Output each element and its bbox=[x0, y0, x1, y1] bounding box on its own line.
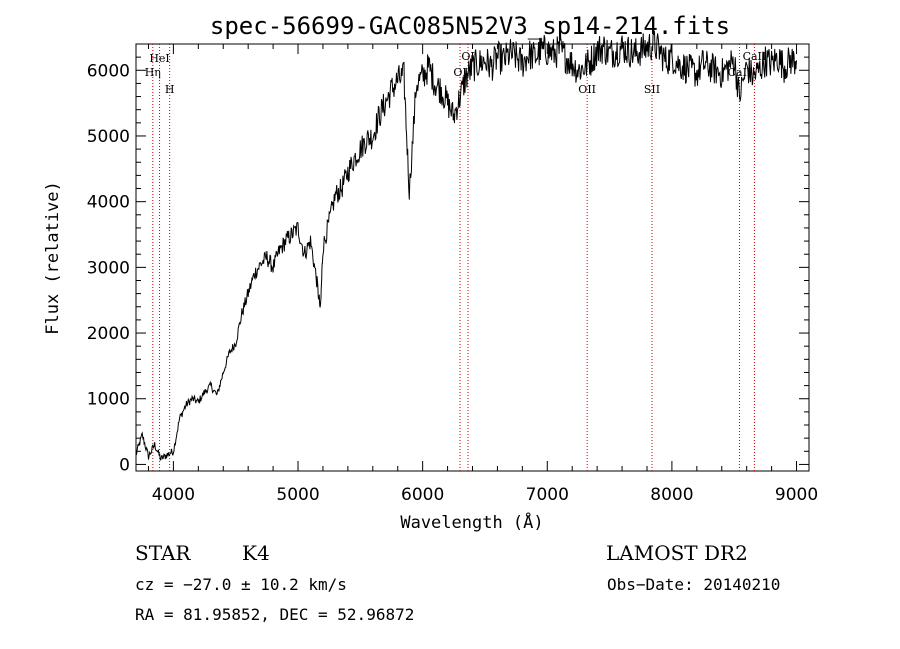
x-axis-label: Wavelength (Å) bbox=[400, 511, 543, 533]
x-axis-ticks: 4000 5000 6000 7000 8000 9000 bbox=[147, 44, 818, 505]
y-tick-label: 1000 bbox=[87, 390, 130, 410]
series-group bbox=[135, 29, 797, 461]
redshift-info: cz = −27.0 ± 10.2 km/s bbox=[135, 575, 347, 594]
spectral-line-label: CaII bbox=[743, 50, 767, 63]
y-tick-label: 2000 bbox=[87, 324, 130, 344]
spectral-line-label: H bbox=[165, 83, 175, 96]
y-tick-label: 6000 bbox=[87, 61, 130, 81]
y-tick-label: 5000 bbox=[87, 127, 130, 147]
x-tick-label: 6000 bbox=[401, 485, 444, 505]
x-tick-label: 8000 bbox=[650, 485, 693, 505]
spectral-line-label: HeI bbox=[149, 52, 169, 65]
object-class: STAR bbox=[135, 541, 191, 565]
spectral-line-label: Hη bbox=[145, 66, 161, 79]
y-axis-label: Flux (relative) bbox=[43, 181, 63, 335]
x-tick-label: 4000 bbox=[152, 485, 195, 505]
object-subclass: K4 bbox=[242, 541, 270, 565]
plot-frame bbox=[135, 43, 810, 472]
x-tick-label: 7000 bbox=[526, 485, 569, 505]
y-tick-label: 3000 bbox=[87, 258, 130, 278]
spectral-line-label: SII bbox=[644, 83, 660, 96]
survey-name: LAMOST DR2 bbox=[606, 541, 748, 565]
chart-title: spec-56699-GAC085N52V3_sp14-214.fits bbox=[210, 12, 730, 40]
spectrum-line bbox=[135, 29, 797, 461]
coordinates: RA = 81.95852, DEC = 52.96872 bbox=[135, 605, 414, 624]
spectral-line-label: OI bbox=[453, 66, 466, 79]
x-tick-label: 5000 bbox=[276, 485, 319, 505]
y-tick-label: 4000 bbox=[87, 193, 130, 213]
observation-date: Obs−Date: 20140210 bbox=[607, 575, 780, 594]
x-tick-label: 9000 bbox=[775, 485, 818, 505]
y-tick-label: 0 bbox=[119, 455, 130, 475]
y-axis-ticks: 0 1000 2000 3000 4000 5000 6000 bbox=[87, 56, 809, 475]
spectral-line-label: OII bbox=[578, 83, 596, 96]
